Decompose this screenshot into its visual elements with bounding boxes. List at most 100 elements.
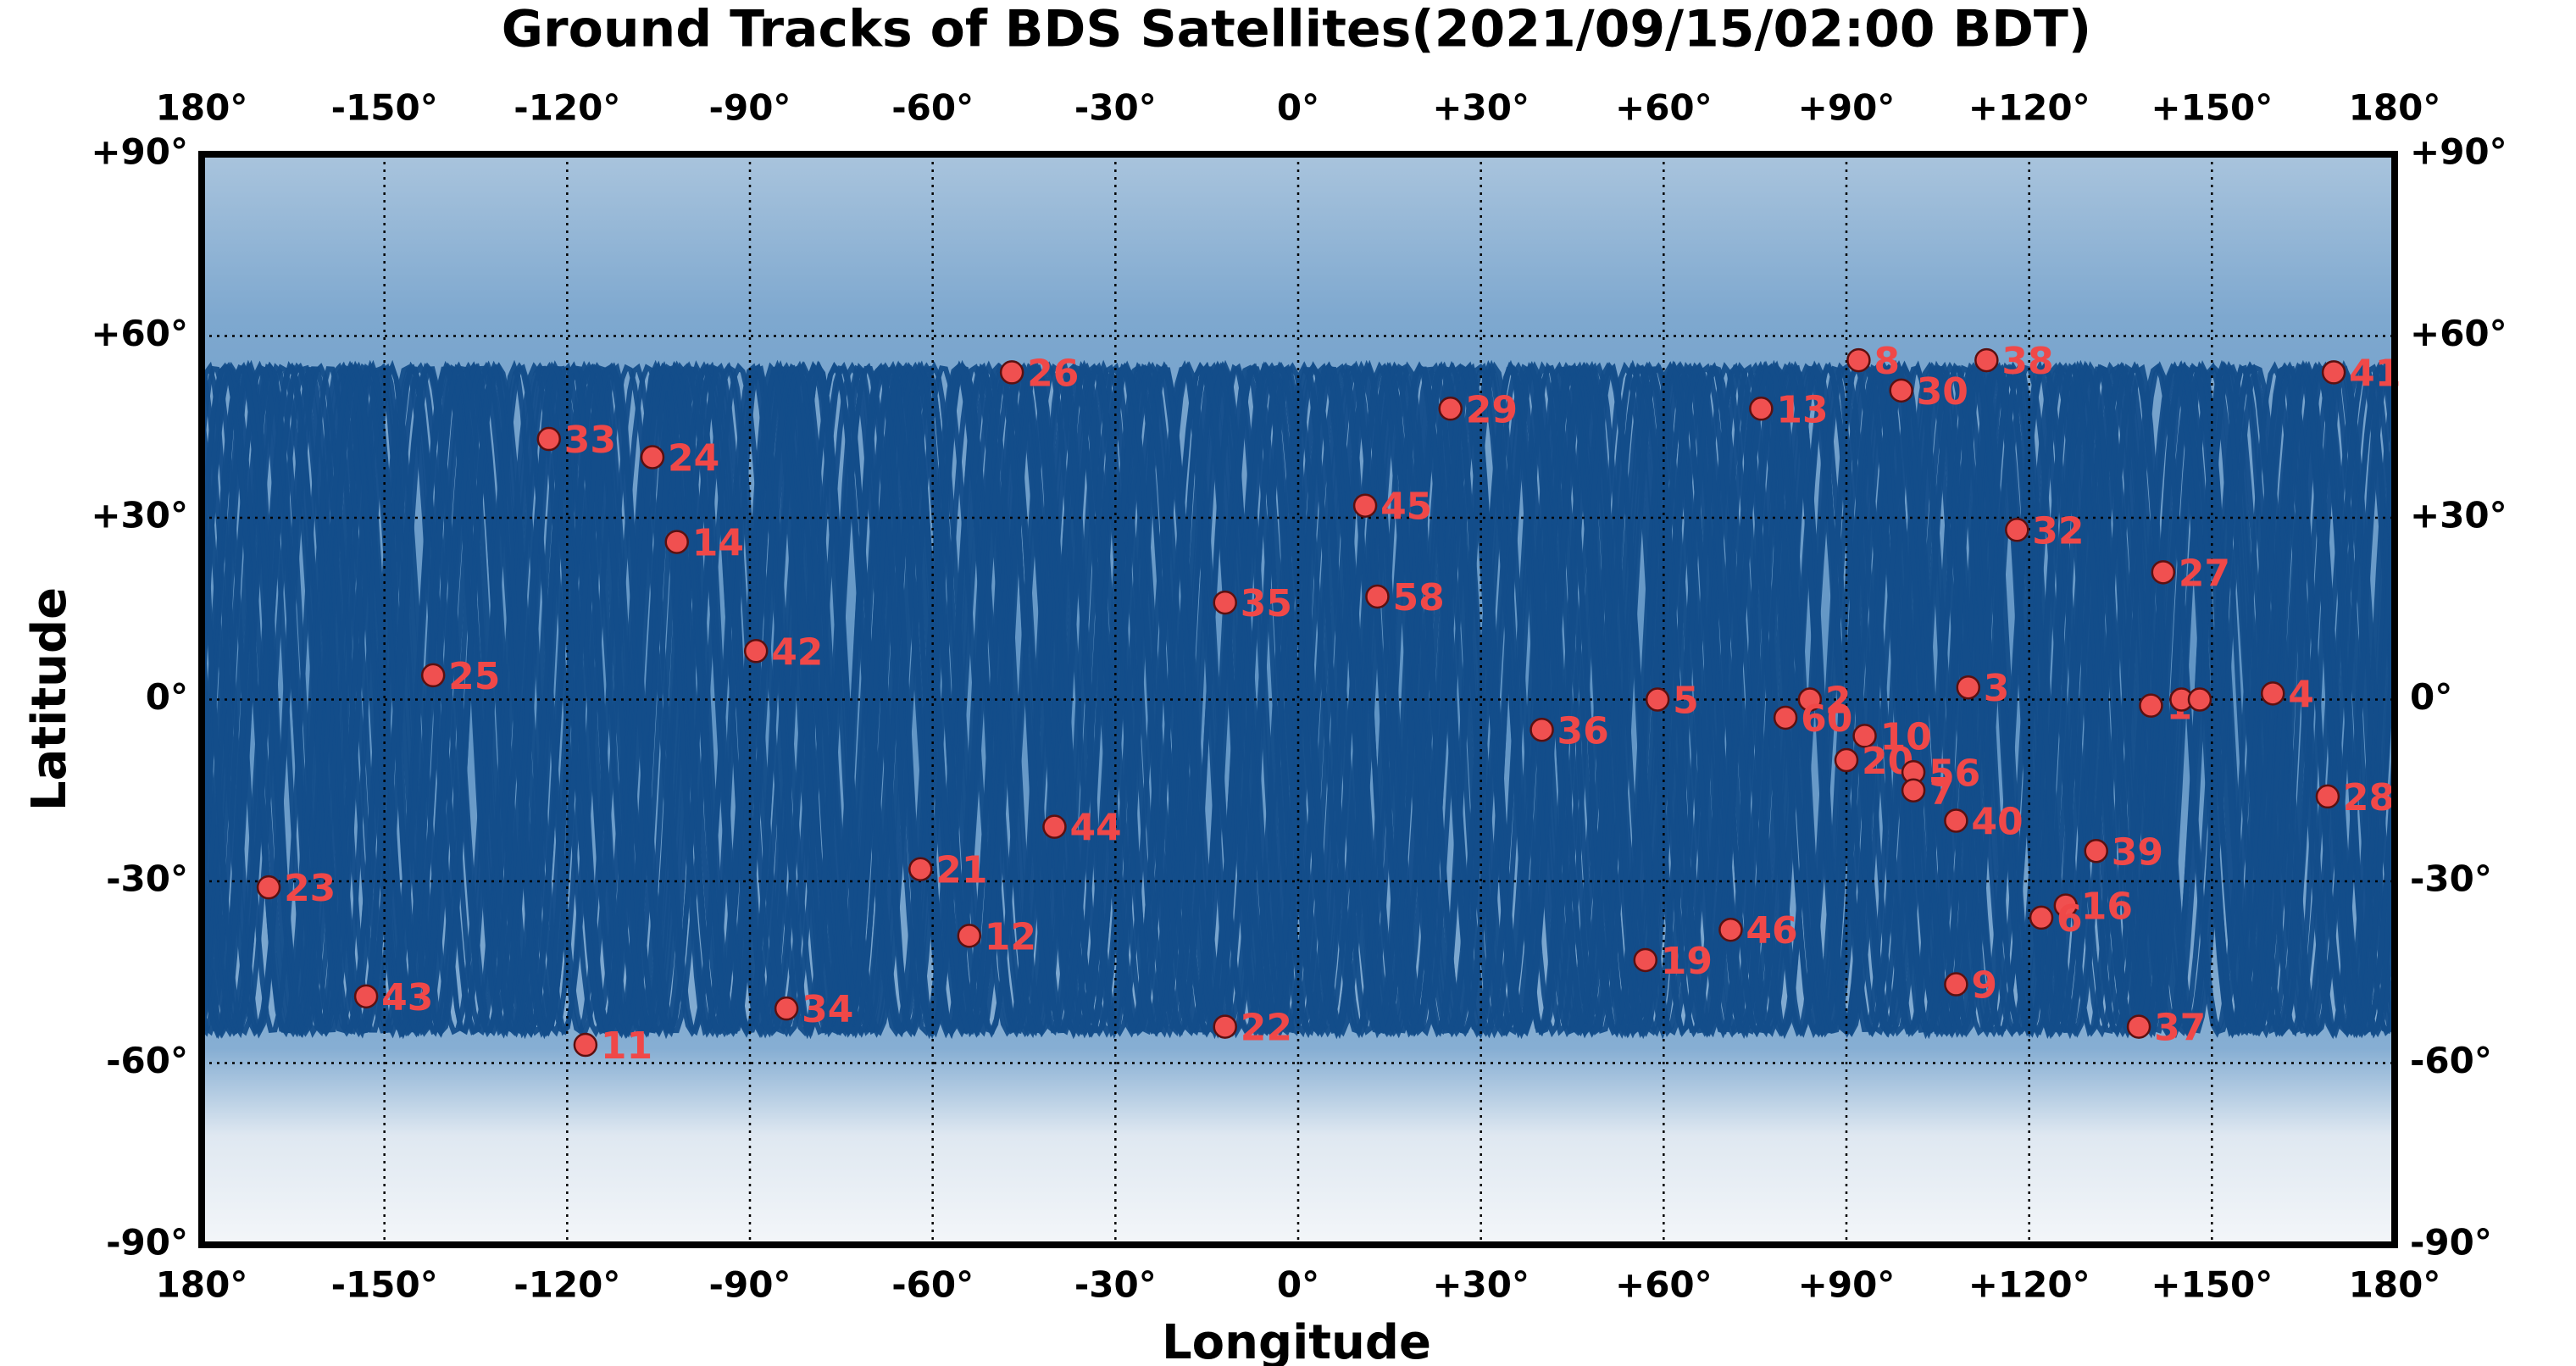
satellite-point bbox=[1645, 687, 1670, 712]
satellite-label: 10 bbox=[1880, 715, 1932, 758]
satellite-point bbox=[2151, 560, 2176, 585]
satellite-point bbox=[2126, 1014, 2151, 1039]
ground-tracks bbox=[202, 359, 2395, 1040]
y-tick-label: +30° bbox=[91, 495, 188, 536]
satellite-label: 30 bbox=[1917, 370, 1968, 414]
satellite-point bbox=[573, 1032, 598, 1058]
satellite-label: 34 bbox=[802, 988, 853, 1031]
satellite-point bbox=[2315, 784, 2340, 809]
y-tick-label: +90° bbox=[91, 131, 188, 173]
y-tick-label-right: +30° bbox=[2410, 495, 2507, 536]
satellite-point bbox=[2029, 905, 2054, 930]
y-tick-label-right: +90° bbox=[2410, 131, 2507, 173]
satellite-label: 21 bbox=[935, 849, 987, 892]
satellite-label: 8 bbox=[1874, 340, 1900, 383]
x-tick-label-top: +90° bbox=[1798, 87, 1896, 129]
satellite-label: 5 bbox=[1673, 680, 1699, 723]
satellite-label: 46 bbox=[1746, 909, 1797, 952]
x-tick-label-top: -90° bbox=[709, 87, 791, 129]
ground-track bbox=[202, 362, 2395, 1037]
satellite-label: 9 bbox=[1971, 964, 1997, 1008]
satellite-label: 3 bbox=[1984, 667, 2010, 710]
x-tick-label: -60° bbox=[891, 1264, 974, 1306]
satellite-point bbox=[1944, 972, 1968, 997]
satellite-point bbox=[2260, 681, 2285, 706]
satellite-point bbox=[1365, 584, 1390, 609]
satellite-point bbox=[1042, 814, 1067, 839]
satellite-label: 39 bbox=[2112, 830, 2163, 874]
satellite-point bbox=[1749, 397, 1774, 421]
satellite-point bbox=[2005, 518, 2029, 542]
satellite-point bbox=[1352, 493, 1378, 518]
satellite-label: 40 bbox=[1971, 801, 2023, 844]
y-tick-label-right: -90° bbox=[2410, 1222, 2492, 1263]
ground-track bbox=[202, 362, 2395, 1037]
satellite-label: 4 bbox=[2288, 673, 2314, 716]
satellite-label: 2 bbox=[1825, 680, 1852, 723]
satellite-label: 16 bbox=[2081, 886, 2133, 929]
satellite-point bbox=[1213, 590, 1237, 615]
satellite-point bbox=[908, 857, 933, 881]
x-tick-label-top: 180° bbox=[156, 87, 248, 129]
y-tick-label-right: -30° bbox=[2410, 858, 2492, 900]
satellite-label: 28 bbox=[2343, 776, 2395, 819]
satellite-point bbox=[1846, 347, 1871, 373]
x-tick-label: +60° bbox=[1615, 1264, 1713, 1306]
satellite-label: 19 bbox=[1661, 940, 1713, 983]
satellite-label: 7 bbox=[1929, 770, 1955, 813]
satellite-label: 38 bbox=[2001, 340, 2053, 383]
x-tick-label: +150° bbox=[2151, 1264, 2273, 1306]
x-tick-label: -30° bbox=[1074, 1264, 1157, 1306]
ground-track bbox=[202, 361, 2395, 1038]
x-tick-label-top: -30° bbox=[1074, 87, 1157, 129]
satellite-label: 13 bbox=[1776, 388, 1828, 431]
satellite-point bbox=[2084, 839, 2108, 863]
satellite-point bbox=[2187, 687, 2212, 712]
satellite-point bbox=[353, 984, 379, 1009]
y-tick-label: -30° bbox=[106, 858, 188, 900]
x-tick-label: -90° bbox=[709, 1264, 791, 1306]
satellite-point bbox=[2321, 360, 2346, 385]
satellite-label: 12 bbox=[985, 915, 1036, 958]
satellite-label: 56 bbox=[1929, 752, 1980, 795]
satellite-point bbox=[256, 875, 281, 900]
satellite-label: 23 bbox=[284, 867, 336, 910]
satellite-label: 37 bbox=[2154, 1007, 2206, 1050]
satellite-label: 35 bbox=[1241, 582, 1292, 625]
satellite-label: 44 bbox=[1069, 807, 1121, 850]
x-tick-label-top: +120° bbox=[1968, 87, 2090, 129]
satellite-point bbox=[1889, 378, 1913, 403]
satellite-point bbox=[1901, 778, 1926, 802]
satellite-label: 33 bbox=[564, 419, 616, 462]
ground-track bbox=[202, 361, 2395, 1038]
satellite-point bbox=[1852, 724, 1877, 748]
satellite-label: 11 bbox=[601, 1024, 652, 1068]
x-tick-label: -150° bbox=[331, 1264, 438, 1306]
satellite-point bbox=[774, 996, 799, 1021]
x-tick-label-top: 0° bbox=[1277, 87, 1319, 129]
y-axis-label: Latitude bbox=[22, 587, 77, 811]
chart-title: Ground Tracks of BDS Satellites(2021/09/… bbox=[502, 0, 2091, 59]
satellite-point bbox=[1956, 675, 1981, 700]
x-tick-label-top: +60° bbox=[1615, 87, 1713, 129]
x-tick-label-top: -120° bbox=[514, 87, 620, 129]
satellite-point bbox=[999, 360, 1024, 385]
x-tick-label: +30° bbox=[1432, 1264, 1530, 1306]
x-tick-label-top: 180° bbox=[2349, 87, 2441, 129]
satellite-point bbox=[743, 639, 769, 664]
satellite-label: 43 bbox=[381, 976, 433, 1019]
grid: 180° 180° -150° -150° -120° -120° -90° -90° -60°… bbox=[91, 87, 2507, 1306]
satellite-label: 42 bbox=[771, 630, 823, 674]
satellite-label: 36 bbox=[1557, 709, 1609, 752]
satellite-point bbox=[1944, 808, 1968, 833]
y-tick-label-right: +60° bbox=[2410, 313, 2507, 354]
x-tick-label: +120° bbox=[1968, 1264, 2090, 1306]
satellite-point bbox=[2053, 893, 2079, 918]
x-tick-label: 180° bbox=[156, 1264, 248, 1306]
satellite-point bbox=[1438, 397, 1463, 421]
satellite-label: 45 bbox=[1380, 486, 1432, 529]
x-tick-label-top: +30° bbox=[1432, 87, 1530, 129]
ground-track bbox=[202, 359, 2395, 1040]
satellite-point bbox=[1633, 947, 1658, 973]
